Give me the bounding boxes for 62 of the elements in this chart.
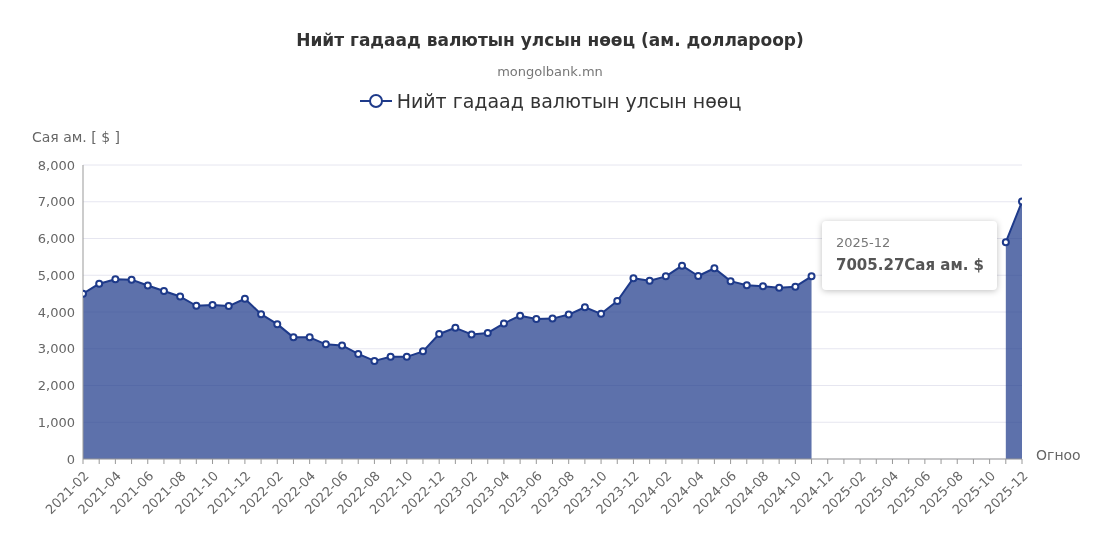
point <box>483 328 492 337</box>
point <box>402 352 411 361</box>
y-tick-label: 6,000 <box>37 231 75 247</box>
point <box>224 302 233 311</box>
point <box>532 314 541 323</box>
point <box>159 287 168 296</box>
y-tick-label: 2,000 <box>37 378 75 394</box>
point <box>775 283 784 292</box>
point <box>807 272 816 281</box>
y-axis-title: Сая ам. [ $ ] <box>32 129 120 145</box>
point <box>548 314 557 323</box>
y-tick-label: 3,000 <box>37 341 75 357</box>
point <box>273 320 282 329</box>
point <box>758 282 767 291</box>
y-tick-label: 1,000 <box>37 414 75 430</box>
annotation: 2025-12 <box>836 235 892 250</box>
point <box>710 264 719 273</box>
point <box>613 296 622 305</box>
chart-subtitle: mongolbank.mn <box>496 64 604 81</box>
legend-label: Нийт гадаад валютын улсын нөөц <box>396 90 742 112</box>
point <box>791 282 800 291</box>
point <box>726 277 735 286</box>
x-axis-title: Огноо <box>1036 447 1081 463</box>
point <box>143 281 152 290</box>
point <box>516 311 525 320</box>
point <box>111 275 120 284</box>
point <box>240 294 249 303</box>
point <box>257 310 266 319</box>
point <box>321 340 330 349</box>
y-tick-label: 4,000 <box>37 304 75 320</box>
y-tick-label: 8,000 <box>37 157 75 173</box>
point <box>580 303 589 312</box>
point <box>467 330 476 339</box>
point <box>661 272 670 281</box>
point <box>354 349 363 358</box>
point <box>742 281 751 290</box>
point <box>629 274 638 283</box>
point <box>338 341 347 350</box>
point <box>386 352 395 361</box>
point <box>645 276 654 285</box>
point <box>208 301 217 310</box>
point <box>1001 238 1010 247</box>
annotation: 7005.27Сая ам. $ <box>836 256 985 274</box>
point <box>451 323 460 332</box>
point <box>499 319 508 328</box>
point <box>192 301 201 310</box>
point <box>95 279 104 288</box>
point <box>305 333 314 342</box>
y-tick-label: 7,000 <box>37 194 75 210</box>
point <box>678 261 687 270</box>
y-tick-label: 0 <box>66 451 75 467</box>
y-tick-label: 5,000 <box>37 267 75 283</box>
point <box>694 271 703 280</box>
point <box>597 309 606 318</box>
point <box>564 310 573 319</box>
point <box>176 292 185 301</box>
point <box>370 356 379 365</box>
point <box>418 347 427 356</box>
point <box>435 330 444 339</box>
chart-title: Нийт гадаад валютын улсын нөөц (ам. доллароор) <box>295 29 805 52</box>
point <box>289 333 298 342</box>
point <box>127 275 136 284</box>
